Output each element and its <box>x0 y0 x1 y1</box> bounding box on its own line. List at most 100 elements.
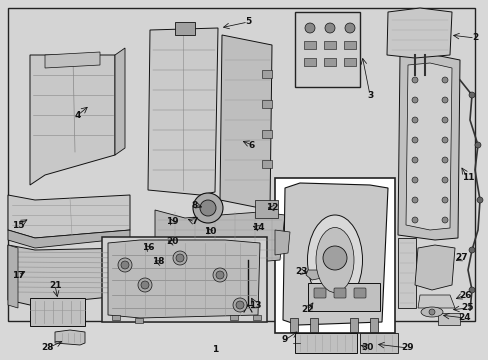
Bar <box>307 283 379 311</box>
Circle shape <box>441 117 447 123</box>
Text: 12: 12 <box>265 203 278 212</box>
Polygon shape <box>229 315 238 320</box>
Ellipse shape <box>420 307 442 317</box>
FancyBboxPatch shape <box>333 288 346 298</box>
Bar <box>309 318 317 332</box>
Polygon shape <box>386 8 451 58</box>
Bar <box>30 298 85 326</box>
Circle shape <box>305 23 314 33</box>
Circle shape <box>200 200 216 216</box>
Bar <box>262 100 271 108</box>
Polygon shape <box>175 22 195 35</box>
Circle shape <box>411 117 417 123</box>
Circle shape <box>121 261 129 269</box>
Polygon shape <box>254 200 278 218</box>
Polygon shape <box>8 195 130 238</box>
Polygon shape <box>135 318 142 323</box>
Bar <box>262 70 271 78</box>
Text: 25: 25 <box>461 303 473 312</box>
Circle shape <box>468 247 474 253</box>
Text: 7: 7 <box>191 217 198 226</box>
Circle shape <box>411 177 417 183</box>
Bar <box>349 318 357 332</box>
Bar <box>294 12 359 87</box>
Polygon shape <box>108 240 260 318</box>
Bar <box>304 41 315 49</box>
Circle shape <box>138 278 152 292</box>
Text: 20: 20 <box>165 238 178 247</box>
FancyBboxPatch shape <box>313 288 325 298</box>
Text: 28: 28 <box>41 343 54 352</box>
Polygon shape <box>8 245 18 308</box>
Circle shape <box>428 309 434 315</box>
Circle shape <box>476 197 482 203</box>
Bar <box>304 58 315 66</box>
Polygon shape <box>305 270 321 280</box>
Polygon shape <box>8 230 130 248</box>
Text: 11: 11 <box>461 174 473 183</box>
Circle shape <box>173 251 186 265</box>
Text: 30: 30 <box>361 343 373 352</box>
Polygon shape <box>283 183 387 325</box>
Polygon shape <box>115 48 125 155</box>
Circle shape <box>176 254 183 262</box>
Bar <box>294 333 356 353</box>
Circle shape <box>441 137 447 143</box>
Bar <box>437 313 459 325</box>
Polygon shape <box>414 245 454 290</box>
Bar <box>343 41 355 49</box>
Text: 17: 17 <box>12 270 24 279</box>
Polygon shape <box>112 315 120 320</box>
Text: 21: 21 <box>49 280 61 289</box>
Text: 3: 3 <box>366 90 372 99</box>
Circle shape <box>213 268 226 282</box>
Circle shape <box>411 137 417 143</box>
Circle shape <box>441 217 447 223</box>
Bar <box>262 130 271 138</box>
Polygon shape <box>55 330 85 345</box>
FancyBboxPatch shape <box>353 288 365 298</box>
Text: 9: 9 <box>281 336 287 345</box>
Bar <box>274 178 394 333</box>
Circle shape <box>232 298 246 312</box>
Circle shape <box>441 157 447 163</box>
Bar <box>8 8 474 321</box>
Bar <box>359 333 397 353</box>
Circle shape <box>193 193 223 223</box>
Text: 1: 1 <box>211 346 218 355</box>
Bar <box>102 237 266 322</box>
Text: 16: 16 <box>142 243 154 252</box>
Text: 2: 2 <box>471 33 477 42</box>
Circle shape <box>441 97 447 103</box>
Circle shape <box>325 23 334 33</box>
Text: 6: 6 <box>248 140 255 149</box>
Text: 19: 19 <box>165 217 178 226</box>
Polygon shape <box>252 315 261 320</box>
Text: 29: 29 <box>401 343 413 352</box>
Circle shape <box>236 301 244 309</box>
Ellipse shape <box>307 215 362 305</box>
Circle shape <box>323 246 346 270</box>
Text: 13: 13 <box>248 301 261 310</box>
Text: 27: 27 <box>455 253 468 262</box>
Polygon shape <box>8 245 130 305</box>
Text: 14: 14 <box>251 224 264 233</box>
Polygon shape <box>30 55 115 185</box>
Text: 5: 5 <box>244 18 251 27</box>
Circle shape <box>411 77 417 83</box>
Bar <box>324 41 335 49</box>
Circle shape <box>411 197 417 203</box>
Polygon shape <box>148 28 218 195</box>
Bar <box>262 160 271 168</box>
Ellipse shape <box>315 228 353 292</box>
Circle shape <box>216 271 224 279</box>
Polygon shape <box>220 35 271 210</box>
Bar <box>343 58 355 66</box>
Circle shape <box>474 142 480 148</box>
Text: 23: 23 <box>295 267 307 276</box>
Circle shape <box>441 177 447 183</box>
Bar <box>289 318 297 332</box>
Circle shape <box>468 92 474 98</box>
Polygon shape <box>405 63 451 230</box>
Polygon shape <box>45 52 100 68</box>
